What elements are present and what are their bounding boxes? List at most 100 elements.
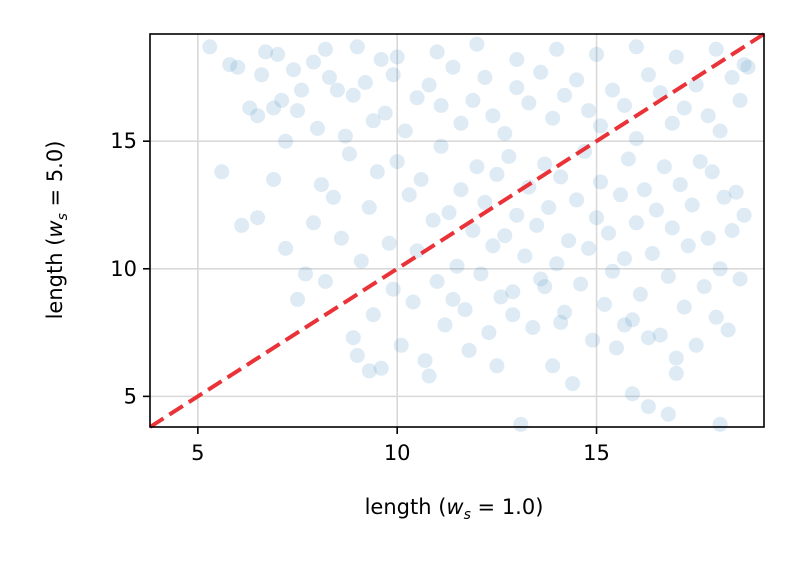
data-point [385, 67, 401, 83]
data-point [692, 154, 708, 170]
data-point [545, 358, 561, 374]
data-point [724, 223, 740, 238]
data-point [521, 179, 537, 195]
data-point [373, 52, 389, 67]
data-point [202, 39, 218, 55]
data-point [349, 39, 365, 55]
y-axis-ticks: 5 10 15 [110, 129, 150, 408]
data-point [620, 151, 636, 167]
data-point [589, 46, 604, 62]
data-point [369, 164, 385, 180]
data-point [489, 166, 505, 182]
data-point [286, 62, 301, 78]
x-tick-label: 10 [384, 441, 411, 465]
x-tick-label: 15 [583, 441, 610, 465]
x-axis-label-sub: s [464, 507, 471, 523]
data-point [505, 307, 521, 323]
data-point [341, 146, 357, 162]
data-point [728, 184, 744, 200]
data-point [413, 172, 429, 187]
data-point [712, 416, 728, 432]
y-tick-label: 10 [110, 257, 137, 281]
data-point [393, 337, 409, 353]
data-point [429, 44, 445, 60]
x-axis-label-suffix: = 1.0) [471, 495, 544, 519]
data-point [601, 225, 616, 241]
data-point [628, 131, 644, 147]
data-point [250, 108, 266, 124]
data-point [569, 192, 585, 208]
data-point [433, 98, 449, 113]
data-point [549, 256, 565, 272]
data-point [425, 212, 441, 228]
data-point [266, 172, 282, 187]
data-point [453, 115, 469, 131]
data-point [214, 164, 230, 180]
data-point [652, 327, 668, 343]
data-point [306, 215, 321, 231]
data-point [581, 240, 597, 256]
data-point [465, 92, 481, 108]
data-point [409, 243, 425, 259]
data-point [290, 103, 305, 119]
data-point [700, 230, 716, 246]
data-point [545, 110, 561, 126]
data-point [489, 358, 505, 374]
data-point [716, 189, 732, 205]
data-point [445, 291, 461, 307]
data-point [381, 235, 397, 251]
data-point [317, 274, 333, 289]
data-point [313, 177, 329, 193]
data-point [712, 123, 728, 139]
data-point [445, 59, 461, 75]
data-point [294, 82, 309, 98]
data-point [465, 223, 481, 238]
data-point [421, 77, 437, 93]
data-point [708, 309, 724, 325]
data-point [242, 100, 258, 116]
data-point [609, 340, 624, 356]
identity-reference-line [148, 32, 766, 429]
data-point [401, 187, 417, 203]
data-point [485, 108, 501, 124]
data-point [656, 159, 672, 175]
y-axis-label: length (ws = 5.0) [43, 141, 71, 320]
grid-lines [150, 34, 764, 427]
data-point [644, 246, 660, 261]
y-axis-label-sub: s [55, 213, 71, 220]
data-point [270, 46, 286, 62]
data-point [310, 120, 325, 136]
data-point [680, 238, 696, 254]
data-point [557, 304, 573, 320]
data-point [664, 115, 680, 131]
data-point [509, 207, 525, 223]
y-tick-label: 5 [124, 384, 137, 408]
data-point [501, 149, 517, 164]
data-point [553, 169, 569, 185]
data-point [453, 182, 469, 198]
data-point [700, 108, 716, 124]
data-point [605, 263, 620, 279]
data-point [497, 228, 513, 244]
data-point [345, 87, 361, 103]
data-point [736, 57, 752, 73]
data-point [553, 314, 569, 330]
x-axis-ticks: 5 10 15 [191, 427, 610, 465]
data-point [266, 100, 282, 116]
plot-area-frame [149, 33, 765, 428]
data-point [589, 210, 604, 226]
data-point [493, 289, 509, 305]
data-point [481, 325, 497, 341]
data-point [385, 281, 401, 297]
data-point [325, 189, 341, 205]
data-point [668, 350, 684, 366]
data-point [549, 41, 565, 57]
data-point [429, 274, 445, 289]
data-point [513, 416, 529, 432]
data-point [533, 64, 549, 80]
data-point [736, 207, 752, 223]
data-point [509, 80, 525, 96]
data-point [696, 279, 712, 295]
